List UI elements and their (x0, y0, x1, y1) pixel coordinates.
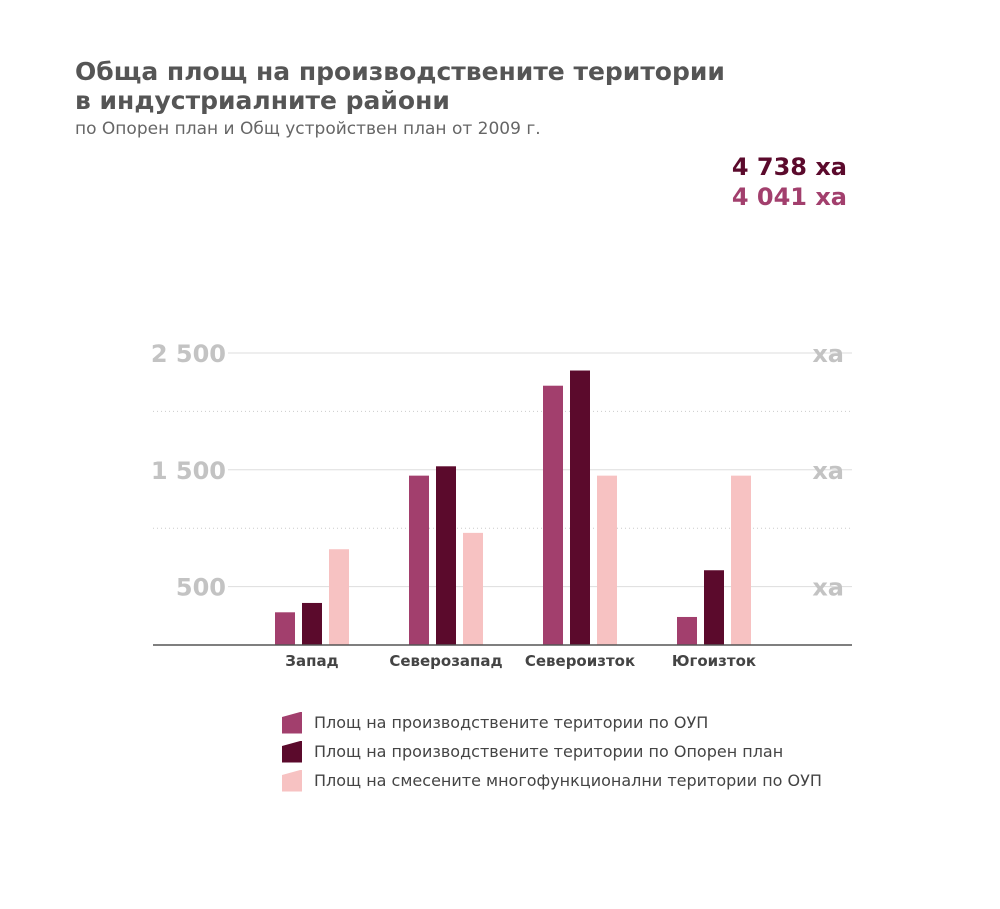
x-tick-label: Североизток (525, 652, 635, 670)
total-opoen-plan: 4 738 ха (731, 153, 847, 181)
legend-item-oup: Площ на производствените територии по ОУ… (282, 708, 822, 737)
y-unit-label: ха (812, 574, 844, 602)
chart-title: Обща площ на производствените територии … (75, 57, 725, 115)
legend-label-mixed: Площ на смесените многофункционални тери… (314, 771, 822, 790)
legend-item-opoen-plan: Площ на производствените територии по Оп… (282, 737, 822, 766)
legend-swatch-opoen-plan (282, 740, 302, 763)
y-tick-label: 2 500 (151, 340, 226, 368)
legend-item-mixed: Площ на смесените многофункционални тери… (282, 766, 822, 795)
bar-1-3 (543, 385, 563, 645)
bar-2-3 (570, 370, 590, 645)
bar-3-4 (731, 475, 751, 645)
bar-2-4 (704, 570, 724, 645)
legend-swatch-oup (282, 711, 302, 734)
chart-title-line-2: в индустриалните райони (75, 86, 450, 115)
bar-2-1 (302, 602, 322, 645)
bar-1-2 (409, 475, 429, 645)
legend-swatch-mixed (282, 769, 302, 792)
bar-1-4 (677, 616, 697, 645)
y-tick-label: 500 (176, 574, 226, 602)
legend: Площ на производствените територии по ОУ… (282, 708, 822, 795)
y-unit-label: ха (812, 457, 844, 485)
x-tick-label: Северозапад (389, 652, 502, 670)
legend-label-opoen-plan: Площ на производствените територии по Оп… (314, 742, 784, 761)
y-unit-label: ха (812, 340, 844, 368)
chart-title-line-1: Обща площ на производствените територии (75, 57, 725, 86)
bar-3-1 (329, 549, 349, 645)
x-tick-label: Запад (285, 652, 338, 670)
bar-1-1 (275, 612, 295, 645)
bar-2-2 (436, 466, 456, 645)
y-tick-label: 1 500 (151, 457, 226, 485)
x-tick-label: Югоизток (672, 652, 756, 670)
total-oup: 4 041 ха (731, 183, 847, 211)
bar-3-2 (463, 532, 483, 645)
legend-label-oup: Площ на производствените територии по ОУ… (314, 713, 709, 732)
bar-3-3 (597, 475, 617, 645)
chart-subtitle: по Опорен план и Общ устройствен план от… (75, 119, 541, 139)
